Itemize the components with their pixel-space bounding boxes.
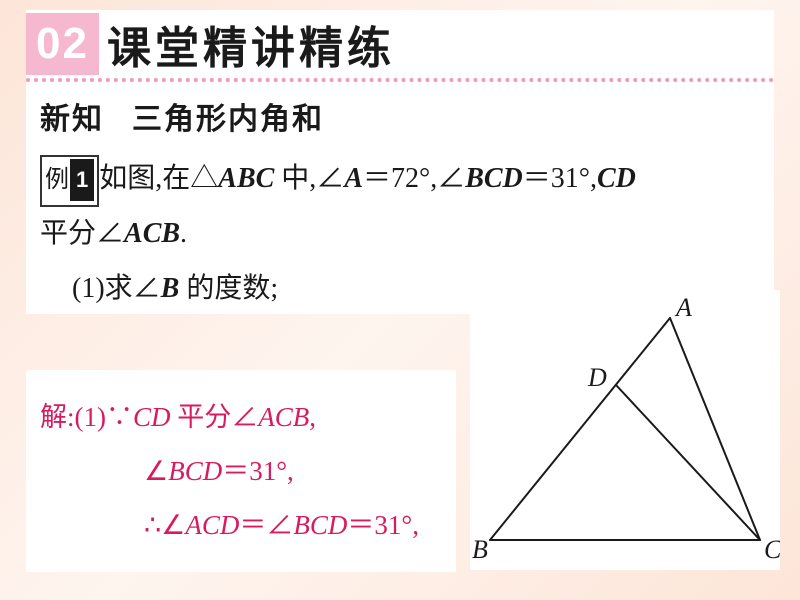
s1a: 解:(1)∵	[40, 402, 133, 432]
ex-tri: ABC	[218, 163, 274, 194]
ex-l2c: .	[180, 218, 187, 249]
section-title: 课堂精讲精练	[107, 12, 395, 76]
svg-text:C: C	[764, 535, 780, 564]
s3c: ＝31°,	[347, 510, 419, 540]
ex-ACB: ACB	[124, 218, 180, 249]
ex-l2a: 平分∠	[40, 218, 124, 249]
q-B: B	[161, 273, 180, 304]
q-b: 的度数;	[179, 273, 278, 304]
topic-name: 三角形内角和	[132, 103, 324, 136]
s3bcd: BCD	[293, 510, 347, 540]
svg-text:A: A	[674, 293, 692, 322]
solution-panel: 解:(1)∵CD 平分∠ACB, ∠BCD＝31°, ∴∠ACD＝∠BCD＝31…	[26, 370, 456, 572]
ex-BCD: BCD	[465, 163, 523, 194]
ex-eq2: ＝31°,	[523, 163, 597, 194]
ex-eq1: ＝72°,∠	[363, 163, 465, 194]
solution-line-1: 解:(1)∵CD 平分∠ACB,	[40, 390, 442, 444]
s3a: ∴∠	[144, 510, 185, 540]
ex-A: A	[344, 163, 363, 194]
ex-CD: CD	[597, 163, 636, 194]
section-header: 02 课堂精讲精练	[26, 10, 774, 82]
s2b: ＝31°,	[222, 456, 294, 486]
ex-t2: 中,∠	[274, 163, 344, 194]
s3b: ＝∠	[239, 510, 293, 540]
s1b: 平分∠	[171, 402, 259, 432]
example-text: 例1如图,在△ABC 中,∠A＝72°,∠BCD＝31°,CD 平分∠ACB.	[40, 152, 760, 260]
example-label: 例	[45, 167, 69, 193]
section-badge: 02	[26, 13, 99, 75]
svg-text:B: B	[472, 535, 488, 564]
topic-prefix: 新知	[40, 103, 104, 136]
solution-line-2: ∠BCD＝31°,	[40, 444, 442, 498]
s1cd: CD	[133, 402, 171, 432]
example-number: 1	[70, 159, 94, 201]
s2bcd: BCD	[168, 456, 222, 486]
topic-line: 新知三角形内角和	[40, 94, 760, 138]
s1acb: ACB	[258, 402, 309, 432]
s2a: ∠	[144, 456, 168, 486]
example-badge: 例1	[40, 155, 99, 207]
content-area: 新知三角形内角和 例1如图,在△ABC 中,∠A＝72°,∠BCD＝31°,CD…	[26, 82, 774, 314]
s1c: ,	[309, 402, 316, 432]
s3acd: ACD	[185, 510, 239, 540]
solution-line-3: ∴∠ACD＝∠BCD＝31°,	[40, 498, 442, 552]
ex-t1: 如图,在△	[99, 163, 218, 194]
svg-text:D: D	[587, 363, 607, 392]
triangle-diagram: A B C D	[470, 290, 780, 570]
q-a: (1)求∠	[72, 273, 161, 304]
diagram-panel: A B C D	[470, 290, 780, 570]
main-panel: 02 课堂精讲精练 新知三角形内角和 例1如图,在△ABC 中,∠A＝72°,∠…	[26, 10, 774, 314]
